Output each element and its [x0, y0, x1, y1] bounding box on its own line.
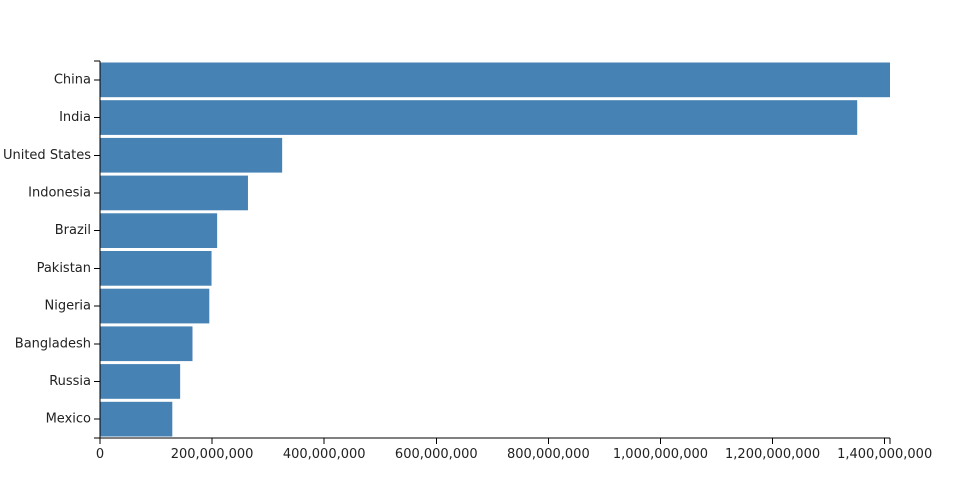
bar-nigeria — [100, 288, 210, 324]
y-tick-label-mexico: Mexico — [46, 412, 91, 427]
y-tick-label-india: India — [59, 110, 91, 125]
y-tick-label-pakistan: Pakistan — [37, 261, 91, 276]
y-tick-label-brazil: Brazil — [55, 223, 91, 238]
x-tick-label: 1,000,000,000 — [613, 447, 708, 462]
bar-united-states — [100, 137, 283, 173]
y-tick-label-indonesia: Indonesia — [28, 185, 91, 200]
y-tick-label-united-states: United States — [3, 148, 91, 163]
bar-russia — [100, 364, 181, 399]
y-tick-label-russia: Russia — [49, 374, 91, 389]
x-tick-label: 1,400,000,000 — [837, 447, 932, 462]
bar-brazil — [100, 213, 218, 248]
x-tick-label: 400,000,000 — [283, 447, 366, 462]
bar-bangladesh — [100, 326, 193, 362]
bar-china — [100, 62, 890, 98]
y-tick-label-bangladesh: Bangladesh — [15, 336, 91, 351]
x-tick-label: 600,000,000 — [395, 447, 478, 462]
x-tick-label: 0 — [96, 447, 104, 462]
x-tick-label: 200,000,000 — [171, 447, 254, 462]
bar-india — [100, 100, 858, 135]
bar-series — [100, 62, 890, 437]
bar-indonesia — [100, 175, 248, 211]
x-tick-label: 1,200,000,000 — [725, 447, 820, 462]
x-tick-label: 800,000,000 — [507, 447, 590, 462]
bar-pakistan — [100, 251, 212, 286]
y-axis: China India United States Indonesia Brazil Pa… — [3, 60, 101, 439]
y-tick-label-china: China — [54, 72, 91, 87]
y-tick-label-nigeria: Nigeria — [44, 299, 91, 314]
bar-mexico — [100, 401, 173, 437]
x-axis: 0 200,000,000 400,000,000 600,000,000 800,00… — [96, 437, 932, 462]
